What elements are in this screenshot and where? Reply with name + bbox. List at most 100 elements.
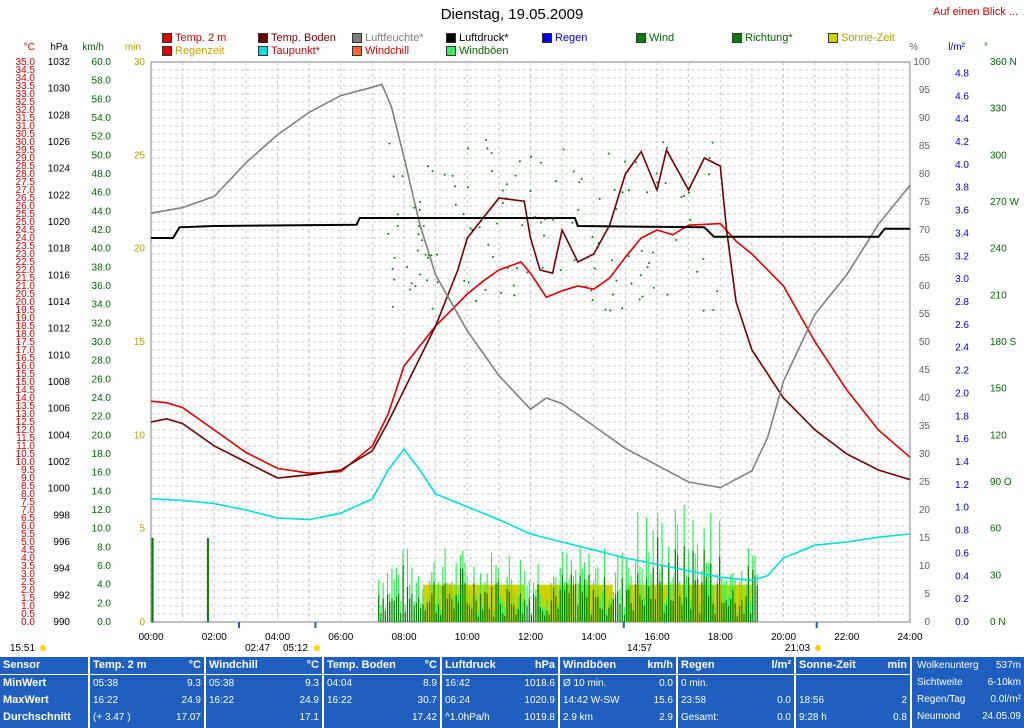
legend-item-6: Richtung* xyxy=(732,32,793,44)
legend-label: Temp. 2 m xyxy=(175,32,227,44)
bottom-time-4: 21:03 xyxy=(785,643,810,654)
direction-dot xyxy=(417,233,420,236)
tick-temp: 2.5 xyxy=(21,577,35,588)
tick-x: 10:00 xyxy=(455,632,480,643)
bottom-time-left: 15:51 xyxy=(10,643,35,654)
footer-regen-max-time: 23:58 xyxy=(681,695,707,706)
legend-label: Windböen xyxy=(459,45,509,57)
tick-temp: 10.5 xyxy=(16,449,36,460)
tick-temp: 1.0 xyxy=(21,601,35,612)
direction-dot xyxy=(454,185,457,188)
tick-direction: 270 W xyxy=(990,197,1019,208)
legend-swatch xyxy=(352,46,362,56)
tick-humidity: 15 xyxy=(919,533,931,544)
overview-link[interactable]: Auf einen Blick ... xyxy=(933,6,1018,18)
footer-temp2m-max: 24.9 xyxy=(181,695,201,706)
direction-dot xyxy=(451,174,454,177)
direction-dot xyxy=(526,271,529,274)
tick-pressure: 1008 xyxy=(48,377,71,388)
direction-dot xyxy=(490,152,493,155)
tick-rain: 4.2 xyxy=(955,137,969,148)
tick-wind: 16.0 xyxy=(92,468,112,479)
tick-rain: 1.6 xyxy=(955,434,969,445)
weather-chart: 0.00.51.01.52.02.53.03.54.04.55.05.56.06… xyxy=(10,42,1019,654)
tick-wind: 50.0 xyxy=(92,150,112,161)
direction-dot xyxy=(431,307,434,310)
tick-temp: 23.0 xyxy=(16,249,36,260)
direction-dot xyxy=(598,197,601,200)
direction-dot xyxy=(562,148,565,151)
direction-dot xyxy=(689,218,692,221)
tick-pressure: 1024 xyxy=(48,164,71,175)
tick-rain: 3.8 xyxy=(955,183,969,194)
legend-label: Regenzeit xyxy=(175,45,225,57)
tick-temp: 33.5 xyxy=(16,81,36,92)
tick-humidity: 25 xyxy=(919,477,931,488)
tick-direction: 150 xyxy=(990,384,1007,395)
footer-tempboden-max: 30.7 xyxy=(417,695,437,706)
direction-dot xyxy=(702,257,705,260)
tick-rain: 3.2 xyxy=(955,251,969,262)
tick-temp: 20.0 xyxy=(16,297,36,308)
tick-temp: 15.5 xyxy=(16,369,36,380)
footer-windchill-avg: 17.1 xyxy=(299,712,319,723)
direction-dot xyxy=(580,177,583,180)
footer-temp2m-trend: (+ 3.47 ) xyxy=(93,712,131,723)
direction-dot xyxy=(621,307,624,310)
direction-dot xyxy=(512,284,515,287)
footer-tempboden-col: Temp. Boden °C 04:04 8.9 16:22 30.7 17.42 xyxy=(324,657,440,728)
legend-swatch xyxy=(542,33,552,43)
tick-temp: 1.5 xyxy=(21,593,35,604)
direction-dot xyxy=(539,221,542,224)
direction-dot xyxy=(413,206,416,209)
tick-temp: 4.0 xyxy=(21,553,35,564)
tick-temp: 7.5 xyxy=(21,497,35,508)
tick-rain: 2.8 xyxy=(955,297,969,308)
tick-temp: 0.0 xyxy=(21,617,35,628)
tick-rain: 2.4 xyxy=(955,343,969,354)
tick-rain: 4.8 xyxy=(955,68,969,79)
tick-temp: 19.0 xyxy=(16,313,36,324)
tick-temp: 10.0 xyxy=(16,457,36,468)
tick-rain: 0.8 xyxy=(955,526,969,537)
extra-visibility-label: Sichtweite xyxy=(917,677,963,688)
unit-temp: °C xyxy=(24,42,35,53)
tick-temp: 19.5 xyxy=(16,305,36,316)
direction-dot xyxy=(393,256,396,259)
tick-temp: 0.5 xyxy=(21,609,35,620)
tick-humidity: 90 xyxy=(919,113,931,124)
direction-dot xyxy=(707,173,710,176)
direction-dot xyxy=(530,155,533,158)
tick-x: 06:00 xyxy=(328,632,353,643)
tick-temp: 20.5 xyxy=(16,289,36,300)
extra-moon-value: 24.05.09 xyxy=(982,711,1021,722)
tick-temp: 31.5 xyxy=(16,113,36,124)
direction-dot xyxy=(542,234,545,237)
tick-rain: 0.0 xyxy=(955,617,969,628)
extra-cloud-label: Wolkenunterg xyxy=(917,660,979,671)
direction-dot xyxy=(716,290,719,293)
tick-direction: 90 O xyxy=(990,477,1012,488)
bottom-time-1: 02:47 xyxy=(245,643,270,654)
tick-wind: 4.0 xyxy=(97,580,111,591)
direction-dot xyxy=(501,189,504,192)
unit-rain: l/m² xyxy=(948,42,965,53)
direction-dot xyxy=(484,288,487,291)
direction-dot xyxy=(443,173,446,176)
tick-direction: 300 xyxy=(990,150,1007,161)
tick-humidity: 55 xyxy=(919,309,931,320)
tick-temp: 29.5 xyxy=(16,145,36,156)
direction-dot xyxy=(613,188,616,191)
direction-dot xyxy=(571,221,574,224)
tick-temp: 14.5 xyxy=(16,385,36,396)
tick-temp: 16.5 xyxy=(16,353,36,364)
tick-humidity: 85 xyxy=(919,141,931,152)
tick-x: 18:00 xyxy=(708,632,733,643)
direction-dot xyxy=(426,256,429,259)
tick-humidity: 45 xyxy=(919,365,931,376)
direction-dot xyxy=(607,152,610,155)
legend-label: Taupunkt* xyxy=(271,45,320,57)
footer-regen-total-label: Gesamt: xyxy=(681,712,719,723)
legend-swatch xyxy=(828,33,838,43)
footer-tempboden-unit: °C xyxy=(424,659,437,671)
